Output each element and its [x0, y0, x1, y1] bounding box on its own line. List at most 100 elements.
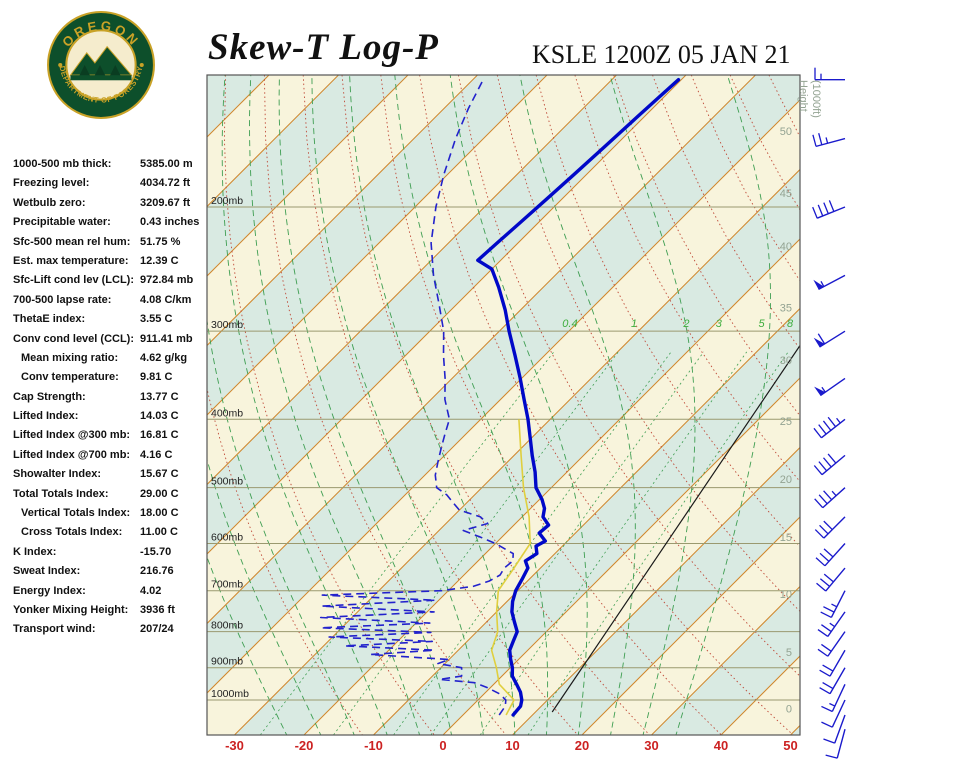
- wind-barb-full: [823, 490, 833, 501]
- panel-row: Transport wind: 207/24: [13, 623, 213, 642]
- moist-adiabat: [609, 75, 696, 735]
- panel-value: 13.77 C: [140, 390, 179, 403]
- dry-adiabat: [302, 75, 578, 735]
- wind-barb-full: [828, 200, 835, 212]
- plot-area: [0, 75, 800, 735]
- wind-barb: [817, 631, 846, 657]
- temp-axis-label: -30: [225, 738, 244, 753]
- isotherm-line: [373, 307, 800, 735]
- panel-value: 51.75 %: [140, 235, 181, 248]
- panel-label: Energy Index:: [13, 584, 86, 597]
- isotherm-line: [207, 75, 478, 347]
- isotherm-band: [790, 725, 800, 735]
- wind-barb-staff: [831, 699, 846, 728]
- temp-axis-label: 20: [575, 738, 589, 753]
- isotherm-line: [207, 99, 800, 694]
- wind-barb-full: [819, 669, 831, 677]
- wind-barb-full: [815, 557, 826, 567]
- height-label: 20: [780, 474, 792, 486]
- panel-label: Wetbulb zero:: [13, 196, 86, 209]
- wind-barb: [814, 377, 846, 397]
- wind-barb: [814, 516, 846, 539]
- wind-barb: [821, 683, 846, 713]
- wind-barb-full: [817, 629, 829, 637]
- wind-barb-staff: [829, 649, 846, 677]
- panel-value: 15.67 C: [140, 468, 179, 481]
- wind-barb-full: [818, 461, 828, 472]
- wind-barb: [815, 543, 846, 567]
- mixing-ratio-label: 3: [716, 318, 723, 330]
- panel-label: 700-500 lapse rate:: [13, 293, 112, 306]
- temperature-trace: [476, 78, 681, 717]
- wind-barb: [819, 649, 846, 677]
- isotherm-line: [207, 75, 756, 625]
- wind-barb: [812, 133, 846, 148]
- moist-adiabat: [311, 75, 484, 735]
- panel-row: Cross Totals Index: 11.00 C: [13, 526, 213, 545]
- panel-row: Freezing level: 4034.72 ft: [13, 177, 213, 196]
- panel-label: Sfc-Lift cond lev (LCL):: [13, 274, 134, 287]
- wind-barb-half: [836, 417, 841, 424]
- panel-label: Sweat Index:: [13, 565, 81, 578]
- wind-barb-full: [816, 582, 827, 592]
- panel-label: Cap Strength:: [13, 390, 86, 403]
- wind-barb: [821, 699, 846, 728]
- wind-barb-full: [820, 611, 832, 619]
- panel-row: Sfc-Lift cond lev (LCL): 972.84 mb: [13, 274, 213, 293]
- pressure-label: 900mb: [211, 656, 243, 668]
- wind-barb-staff: [827, 611, 846, 637]
- wind-barb-full: [818, 133, 823, 145]
- panel-value: 12.39 C: [140, 254, 179, 267]
- wind-barb-full: [825, 754, 838, 759]
- panel-value: 29.00 C: [140, 487, 179, 500]
- parcel-line: [551, 344, 800, 713]
- logo-right-dot: [139, 62, 144, 68]
- isotherm-line: [207, 75, 687, 555]
- wind-barb-full: [823, 606, 835, 613]
- pressure-label: 1000mb: [211, 688, 249, 700]
- wind-barb-half: [820, 280, 825, 287]
- panel-label: Cross Totals Index:: [21, 526, 123, 539]
- wind-barb-staff: [818, 274, 846, 291]
- panel-label: Sfc-500 mean rel hum:: [13, 235, 131, 248]
- temp-axis-label: 10: [505, 738, 519, 753]
- wind-barb-full: [819, 578, 830, 587]
- wind-barb-half: [829, 622, 836, 628]
- height-label: 25: [780, 416, 792, 428]
- moist-adiabat: [675, 75, 771, 735]
- wind-barb-full: [812, 134, 817, 147]
- dewpoint-trace: [319, 79, 514, 716]
- isotherm-band: [207, 75, 800, 693]
- wind-barb-staff: [834, 714, 846, 744]
- panel-row: Showalter Index: 15.67 C: [13, 468, 213, 487]
- wind-barb-full: [827, 416, 837, 428]
- wind-barb: [813, 453, 846, 476]
- temp-axis-label: 50: [783, 738, 797, 753]
- panel-value: 4.08 C/km: [140, 293, 192, 306]
- wind-barb: [814, 487, 846, 509]
- wind-barb-pennant: [814, 386, 826, 396]
- wind-barb-staff: [816, 206, 846, 219]
- mixing-ratio-label: 5: [758, 318, 765, 330]
- panel-row: Sweat Index: 216.76: [13, 565, 213, 584]
- mixing-ratio-line: [527, 351, 789, 735]
- isotherm-line: [207, 75, 617, 486]
- wind-barb-half: [825, 137, 829, 144]
- height-axis-title-line1: Height: [797, 80, 809, 112]
- wind-barb-full: [819, 552, 830, 562]
- pressure-label: 300mb: [211, 319, 243, 331]
- panel-label: Mean mixing ratio:: [21, 351, 119, 364]
- temp-axis-label: 0: [439, 738, 446, 753]
- panel-label: Yonker Mixing Height:: [13, 603, 129, 616]
- mixing-ratio-line: [479, 351, 748, 735]
- mixing-ratio-label: 1: [631, 318, 637, 330]
- panel-label: ThetaE index:: [13, 313, 86, 326]
- panel-row: Precipitable water: 0.43 inches: [13, 216, 213, 235]
- dry-adiabat: [380, 75, 722, 735]
- plot-border: [206, 74, 801, 736]
- wind-barb-staff: [819, 330, 846, 348]
- panel-value: 11.00 C: [140, 526, 178, 539]
- isotherm-band: [0, 75, 200, 735]
- wind-barb-full: [817, 204, 824, 217]
- panel-row: Conv cond level (CCL): 911.41 mb: [13, 333, 213, 352]
